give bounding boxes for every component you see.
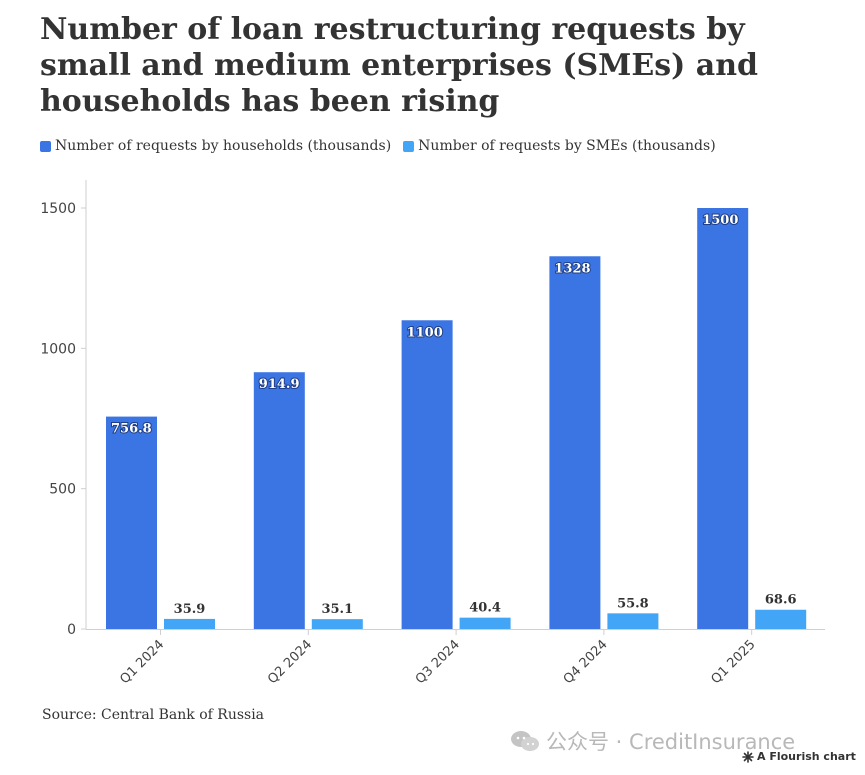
x-tick-label: Q2 2024 — [265, 637, 315, 687]
legend-swatch-households — [40, 140, 51, 152]
data-label-smes: 55.8 — [617, 596, 649, 611]
data-label-households: 756.8 — [111, 422, 152, 437]
bar-households — [401, 320, 453, 629]
data-label-households: 914.9 — [259, 377, 300, 392]
bar-smes — [311, 619, 363, 629]
data-label-households: 1328 — [554, 261, 590, 276]
chart-title: Number of loan restructuring requests by… — [40, 12, 759, 119]
x-tick-label: Q1 2025 — [709, 637, 759, 687]
data-label-households: 1500 — [702, 213, 738, 228]
data-label-smes: 35.9 — [174, 602, 206, 617]
legend-item-smes[interactable]: Number of requests by SMEs (thousands) — [403, 138, 716, 154]
y-tick-label: 1500 — [40, 201, 76, 217]
bar-households — [106, 416, 157, 629]
bar-smes — [755, 609, 807, 629]
legend-label-households: Number of requests by households (thousa… — [55, 138, 392, 154]
data-label-smes: 68.6 — [765, 593, 797, 608]
flourish-asterisk-icon — [742, 750, 754, 763]
legend-label-smes: Number of requests by SMEs (thousands) — [418, 138, 716, 154]
x-tick-label: Q4 2024 — [561, 637, 611, 687]
data-label-households: 1100 — [407, 325, 443, 340]
bar-households — [549, 256, 601, 629]
y-tick-label: 500 — [49, 482, 76, 498]
y-tick-label: 1000 — [40, 341, 76, 357]
legend-swatch-smes — [403, 140, 415, 152]
flourish-label: A Flourish chart — [757, 750, 856, 763]
source-note: Source: Central Bank of Russia — [42, 707, 265, 723]
flourish-credit[interactable]: A Flourish chart — [742, 750, 856, 763]
legend-item-households[interactable]: Number of requests by households (thousa… — [40, 138, 391, 154]
watermark: 公众号 · CreditInsurance — [510, 726, 795, 756]
y-tick-label: 0 — [67, 622, 76, 638]
bar-smes — [607, 613, 659, 629]
watermark-text: 公众号 · CreditInsurance — [546, 730, 796, 754]
data-label-smes: 35.1 — [321, 602, 353, 617]
wechat-icon — [511, 731, 539, 751]
data-label-smes: 40.4 — [469, 601, 501, 616]
legend: Number of requests by households (thousa… — [40, 138, 720, 154]
bar-smes — [164, 618, 215, 629]
x-tick-label: Q1 2024 — [117, 637, 167, 687]
bar-households — [253, 372, 305, 629]
bar-smes — [459, 617, 511, 629]
bar-households — [697, 208, 749, 629]
x-tick-label: Q3 2024 — [413, 637, 463, 687]
